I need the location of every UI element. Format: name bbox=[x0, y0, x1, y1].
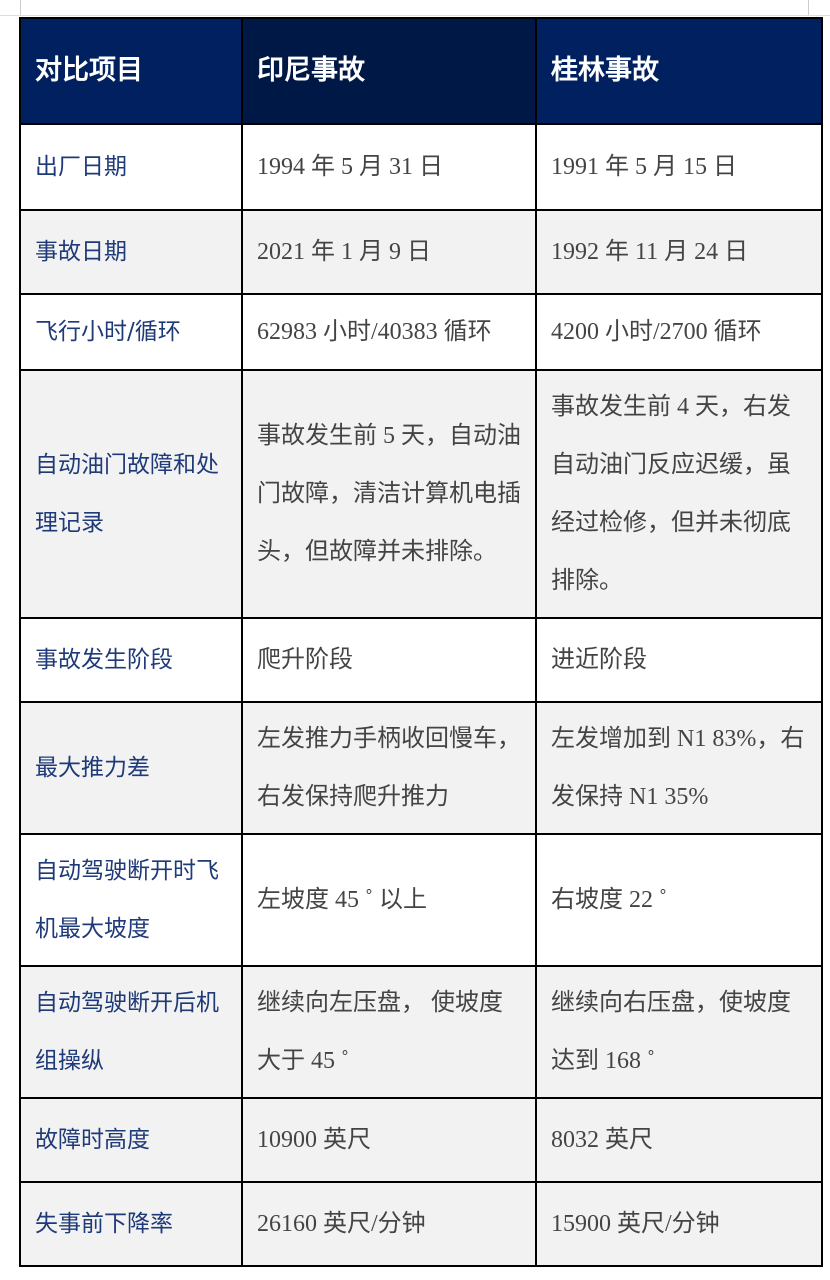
item-cell: 自动驾驶断开后机组操纵 bbox=[19, 965, 243, 1099]
guilin-cell: 进近阶段 bbox=[535, 617, 823, 703]
item-cell: 自动驾驶断开时飞机最大坡度 bbox=[19, 833, 243, 967]
guilin-cell: 1992 年 11 月 24 日 bbox=[535, 209, 823, 295]
item-cell: 飞行小时/循环 bbox=[19, 293, 243, 371]
item-cell: 出厂日期 bbox=[19, 123, 243, 211]
indonesia-cell: 2021 年 1 月 9 日 bbox=[241, 209, 537, 295]
item-cell: 事故日期 bbox=[19, 209, 243, 295]
guilin-cell: 4200 小时/2700 循环 bbox=[535, 293, 823, 371]
guilin-cell: 右坡度 22 ˚ bbox=[535, 833, 823, 967]
table-row: 事故发生阶段 爬升阶段 进近阶段 bbox=[19, 617, 823, 703]
header-guilin: 桂林事故 bbox=[535, 17, 823, 125]
table-row: 最大推力差 左发推力手柄收回慢车，右发保持爬升推力 左发增加到 N1 83%，右发保… bbox=[19, 701, 823, 835]
guilin-cell: 1991 年 5 月 15 日 bbox=[535, 123, 823, 211]
guilin-cell: 15900 英尺/分钟 bbox=[535, 1181, 823, 1267]
item-cell: 事故发生阶段 bbox=[19, 617, 243, 703]
indonesia-cell: 爬升阶段 bbox=[241, 617, 537, 703]
indonesia-cell: 26160 英尺/分钟 bbox=[241, 1181, 537, 1267]
table-row: 事故日期 2021 年 1 月 9 日 1992 年 11 月 24 日 bbox=[19, 209, 823, 295]
indonesia-cell: 62983 小时/40383 循环 bbox=[241, 293, 537, 371]
guilin-cell: 左发增加到 N1 83%，右发保持 N1 35% bbox=[535, 701, 823, 835]
guilin-cell: 事故发生前 4 天，右发自动油门反应迟缓，虽经过检修，但并未彻底排除。 bbox=[535, 369, 823, 619]
indonesia-cell: 10900 英尺 bbox=[241, 1097, 537, 1183]
table-row: 自动驾驶断开后机组操纵 继续向左压盘， 使坡度大于 45 ˚ 继续向右压盘，使坡度达… bbox=[19, 965, 823, 1099]
table-row: 失事前下降率 26160 英尺/分钟 15900 英尺/分钟 bbox=[19, 1181, 823, 1267]
header-indonesia: 印尼事故 bbox=[241, 17, 537, 125]
indonesia-cell: 事故发生前 5 天，自动油门故障，清洁计算机电插头，但故障并未排除。 bbox=[241, 369, 537, 619]
table-row: 自动驾驶断开时飞机最大坡度 左坡度 45 ˚ 以上 右坡度 22 ˚ bbox=[19, 833, 823, 967]
comparison-table: 对比项目 印尼事故 桂林事故 出厂日期 1994 年 5 月 31 日 1991 年… bbox=[19, 17, 823, 1267]
item-cell: 失事前下降率 bbox=[19, 1181, 243, 1267]
indonesia-cell: 继续向左压盘， 使坡度大于 45 ˚ bbox=[241, 965, 537, 1099]
header-item: 对比项目 bbox=[19, 17, 243, 125]
table-row: 自动油门故障和处理记录 事故发生前 5 天，自动油门故障，清洁计算机电插头，但故障… bbox=[19, 369, 823, 619]
indonesia-cell: 左发推力手柄收回慢车，右发保持爬升推力 bbox=[241, 701, 537, 835]
table-row: 飞行小时/循环 62983 小时/40383 循环 4200 小时/2700 循环 bbox=[19, 293, 823, 371]
indonesia-cell: 左坡度 45 ˚ 以上 bbox=[241, 833, 537, 967]
table-row: 故障时高度 10900 英尺 8032 英尺 bbox=[19, 1097, 823, 1183]
item-cell: 最大推力差 bbox=[19, 701, 243, 835]
table-header-row: 对比项目 印尼事故 桂林事故 bbox=[19, 17, 823, 125]
guilin-cell: 8032 英尺 bbox=[535, 1097, 823, 1183]
guilin-cell: 继续向右压盘，使坡度达到 168 ˚ bbox=[535, 965, 823, 1099]
indonesia-cell: 1994 年 5 月 31 日 bbox=[241, 123, 537, 211]
item-cell: 故障时高度 bbox=[19, 1097, 243, 1183]
page-top-edge bbox=[0, 0, 830, 16]
table-row: 出厂日期 1994 年 5 月 31 日 1991 年 5 月 15 日 bbox=[19, 123, 823, 211]
item-cell: 自动油门故障和处理记录 bbox=[19, 369, 243, 619]
